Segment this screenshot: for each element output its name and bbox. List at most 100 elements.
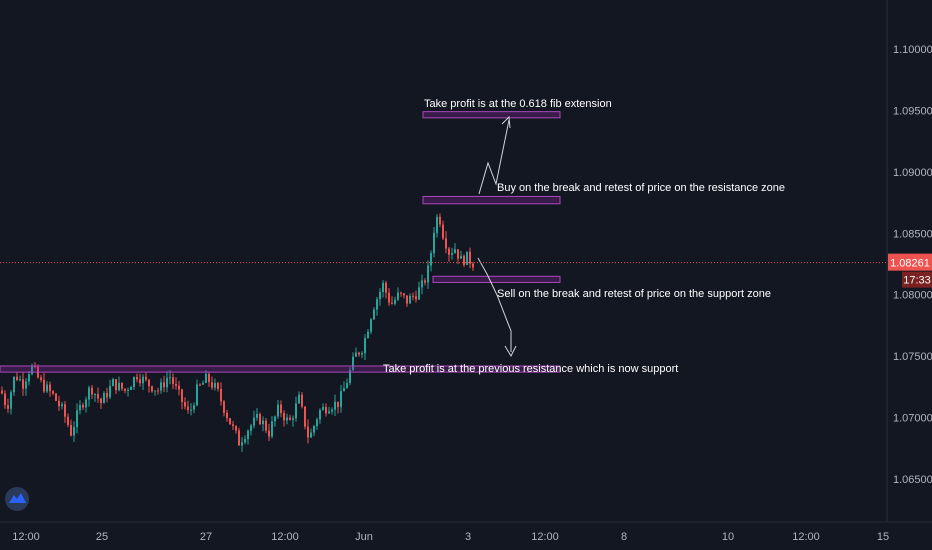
tp-fib-zone[interactable]: [422, 111, 561, 119]
candle-body: [469, 251, 471, 264]
candle-body: [184, 402, 186, 407]
buy-arrowhead: [501, 115, 511, 129]
current-price-value: 1.08261: [890, 258, 930, 270]
candle-body: [49, 384, 51, 392]
candle-body: [139, 379, 141, 384]
price-tick-label: 1.07500: [893, 351, 932, 363]
candle-body: [244, 439, 246, 443]
time-tick-label: 12:00: [531, 531, 559, 543]
time-tick-label: 3: [465, 531, 471, 543]
tradingview-logo-icon[interactable]: [5, 487, 29, 511]
candle-body: [202, 382, 204, 385]
buy-path-line[interactable]: [478, 119, 510, 195]
candle-body: [88, 387, 90, 400]
candle-body: [391, 302, 393, 304]
price-tick-label: 1.09000: [893, 167, 932, 179]
annotation-text: Take profit is at the previous resistanc…: [383, 363, 678, 375]
candle-body: [235, 425, 237, 431]
candle-body: [7, 405, 9, 409]
candle-body: [457, 249, 459, 259]
candle-body: [40, 377, 42, 380]
candle-body: [265, 420, 267, 431]
sell-path-line[interactable]: [477, 257, 512, 352]
candle-body: [454, 249, 456, 254]
candle-body: [166, 377, 168, 388]
time-tick-label: 12:00: [12, 531, 40, 543]
candle-body: [286, 417, 288, 421]
time-tick-label: 12:00: [271, 531, 299, 543]
candle-body: [223, 401, 225, 413]
candle-body: [193, 405, 195, 410]
candle-body: [112, 379, 114, 387]
time-axis[interactable]: 12:00 25 27 12:00 Jun 3 12:00 8 10 12:00 15: [12, 531, 889, 543]
countdown-value: 17:33: [903, 275, 931, 287]
candle-body: [463, 255, 465, 266]
candle-body: [364, 338, 366, 353]
candle-body: [190, 409, 192, 411]
time-tick-label: 10: [722, 531, 734, 543]
candle-body: [403, 293, 405, 296]
resistance-zone[interactable]: [422, 195, 561, 205]
countdown-badge: [902, 271, 932, 288]
candle-body: [271, 421, 273, 437]
candle-body: [334, 401, 336, 410]
candles-group: [1, 213, 474, 452]
candle-body: [238, 430, 240, 446]
candle-body: [130, 387, 132, 390]
candle-body: [211, 382, 213, 388]
candle-body: [229, 418, 231, 425]
candle-body: [418, 287, 420, 300]
candle-body: [241, 442, 243, 446]
candle-body: [442, 224, 444, 239]
candle-body: [124, 388, 126, 391]
candle-body: [226, 412, 228, 419]
candle-body: [145, 376, 147, 380]
candle-body: [388, 292, 390, 303]
price-tick-label: 1.08500: [893, 228, 932, 240]
candle-body: [367, 331, 369, 339]
candle-body: [142, 376, 144, 384]
candle-body: [448, 248, 450, 255]
time-tick-label: Jun: [355, 531, 373, 543]
candle-body: [154, 390, 156, 392]
candle-body: [172, 377, 174, 384]
candle-body: [298, 394, 300, 404]
candle-body: [427, 265, 429, 283]
candle-body: [247, 430, 249, 440]
price-axis[interactable]: 1.10000 1.09500 1.09000 1.08500 1.08000 1.075…: [893, 44, 932, 486]
candle-body: [295, 403, 297, 419]
candle-body: [214, 383, 216, 388]
candle-body: [313, 426, 315, 433]
candle-body: [445, 238, 447, 249]
candle-body: [409, 295, 411, 304]
candle-body: [169, 377, 171, 379]
candle-body: [316, 419, 318, 427]
candle-body: [31, 365, 33, 375]
prev-resistance-zone[interactable]: [0, 365, 561, 373]
candle-body: [250, 425, 252, 431]
price-tick-label: 1.07000: [893, 413, 932, 425]
candle-body: [61, 404, 63, 407]
candle-body: [43, 379, 45, 392]
candle-body: [310, 432, 312, 438]
arrows-group: [477, 115, 517, 358]
candle-body: [430, 253, 432, 266]
candle-body: [106, 393, 108, 398]
candle-body: [67, 416, 69, 426]
candle-body: [187, 406, 189, 411]
candle-body: [100, 398, 102, 404]
candle-body: [394, 299, 396, 304]
candle-body: [307, 426, 309, 438]
candle-body: [121, 382, 123, 389]
candle-body: [274, 416, 276, 422]
candle-body: [58, 400, 60, 407]
candle-body: [232, 424, 234, 426]
candle-body: [181, 389, 183, 403]
candle-body: [343, 388, 345, 392]
support-zone[interactable]: [432, 275, 561, 283]
candle-body: [412, 295, 414, 297]
price-tick-label: 1.10000: [893, 44, 932, 56]
candle-body: [376, 299, 378, 310]
